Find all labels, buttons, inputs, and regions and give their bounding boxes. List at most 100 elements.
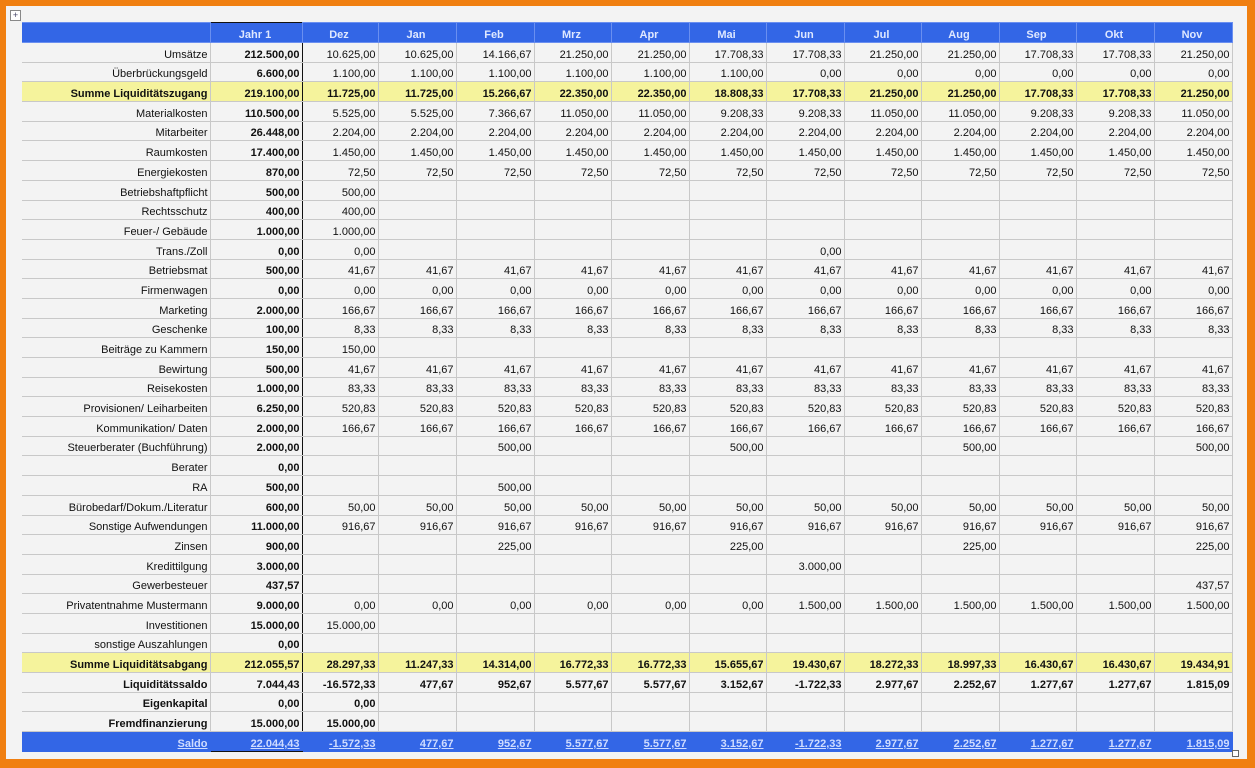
month-value-cell[interactable]: 72,50: [301, 160, 379, 181]
month-value-cell[interactable]: 15.655,67: [688, 652, 767, 673]
month-value-cell[interactable]: 1.100,00: [455, 61, 535, 83]
month-value-cell[interactable]: 3.000,00: [765, 553, 845, 575]
month-value-cell[interactable]: [998, 553, 1077, 575]
row-label-cell[interactable]: Trans./Zoll: [22, 238, 211, 260]
month-value-cell[interactable]: [610, 573, 690, 595]
year-total-cell[interactable]: 212.500,00: [209, 42, 303, 63]
column-header-jul[interactable]: Jul: [843, 22, 922, 43]
month-value-cell[interactable]: [377, 475, 457, 496]
month-value-cell[interactable]: 41,67: [1075, 357, 1155, 378]
month-value-cell[interactable]: [920, 573, 1000, 595]
month-value-cell[interactable]: 2.204,00: [920, 120, 1000, 142]
month-value-cell[interactable]: 500,00: [455, 435, 535, 457]
month-value-cell[interactable]: 952,67: [455, 731, 535, 752]
year-total-cell[interactable]: 15.000,00: [209, 612, 303, 634]
month-value-cell[interactable]: 1.100,00: [377, 61, 457, 83]
month-value-cell[interactable]: 16.772,33: [533, 652, 612, 673]
month-value-cell[interactable]: [765, 179, 845, 201]
month-value-cell[interactable]: [610, 553, 690, 575]
month-value-cell[interactable]: 18.272,33: [843, 652, 922, 673]
month-value-cell[interactable]: 1.450,00: [765, 140, 845, 162]
month-value-cell[interactable]: -16.572,33: [301, 672, 379, 693]
year-total-cell[interactable]: 500,00: [209, 179, 303, 201]
month-value-cell[interactable]: 166,67: [1153, 416, 1233, 437]
month-value-cell[interactable]: 500,00: [688, 435, 767, 457]
month-value-cell[interactable]: 0,00: [998, 278, 1077, 299]
month-value-cell[interactable]: [688, 612, 767, 634]
month-value-cell[interactable]: [1075, 219, 1155, 240]
month-value-cell[interactable]: 8,33: [920, 317, 1000, 339]
month-value-cell[interactable]: [377, 337, 457, 358]
month-value-cell[interactable]: 0,00: [301, 691, 379, 713]
month-value-cell[interactable]: [920, 475, 1000, 496]
month-value-cell[interactable]: 952,67: [455, 672, 535, 693]
month-value-cell[interactable]: 166,67: [688, 416, 767, 437]
month-value-cell[interactable]: 1.100,00: [301, 61, 379, 83]
column-header-mrz[interactable]: Mrz: [533, 22, 612, 43]
month-value-cell[interactable]: [1153, 199, 1233, 221]
month-value-cell[interactable]: 72,50: [533, 160, 612, 181]
year-total-cell[interactable]: 15.000,00: [209, 711, 303, 733]
month-value-cell[interactable]: 3.152,67: [688, 672, 767, 693]
month-value-cell[interactable]: 0,00: [765, 238, 845, 260]
month-value-cell[interactable]: [998, 337, 1077, 358]
month-value-cell[interactable]: [610, 455, 690, 477]
month-value-cell[interactable]: [920, 553, 1000, 575]
month-value-cell[interactable]: 41,67: [920, 258, 1000, 280]
month-value-cell[interactable]: 166,67: [455, 297, 535, 319]
month-value-cell[interactable]: 5.577,67: [533, 731, 612, 752]
month-value-cell[interactable]: 1.500,00: [998, 593, 1077, 614]
row-label-cell[interactable]: Rechtsschutz: [22, 199, 211, 221]
month-value-cell[interactable]: 916,67: [920, 514, 1000, 536]
month-value-cell[interactable]: [843, 475, 922, 496]
month-value-cell[interactable]: 1.500,00: [1075, 593, 1155, 614]
month-value-cell[interactable]: [455, 711, 535, 733]
column-header-aug[interactable]: Aug: [920, 22, 1000, 43]
month-value-cell[interactable]: 1.450,00: [688, 140, 767, 162]
month-value-cell[interactable]: 166,67: [533, 416, 612, 437]
month-value-cell[interactable]: [1075, 632, 1155, 654]
month-value-cell[interactable]: 8,33: [843, 317, 922, 339]
month-value-cell[interactable]: [1153, 219, 1233, 240]
month-value-cell[interactable]: 0,00: [301, 593, 379, 614]
month-value-cell[interactable]: [920, 337, 1000, 358]
month-value-cell[interactable]: 166,67: [998, 416, 1077, 437]
month-value-cell[interactable]: [533, 238, 612, 260]
month-value-cell[interactable]: 0,00: [1153, 61, 1233, 83]
month-value-cell[interactable]: 8,33: [688, 317, 767, 339]
year-total-cell[interactable]: 0,00: [209, 455, 303, 477]
month-value-cell[interactable]: 41,67: [455, 357, 535, 378]
month-value-cell[interactable]: 2.204,00: [610, 120, 690, 142]
year-total-cell[interactable]: 600,00: [209, 494, 303, 516]
month-value-cell[interactable]: 17.708,33: [765, 81, 845, 103]
month-value-cell[interactable]: [920, 632, 1000, 654]
month-value-cell[interactable]: 0,00: [998, 61, 1077, 83]
month-value-cell[interactable]: [533, 612, 612, 634]
month-value-cell[interactable]: 2.204,00: [377, 120, 457, 142]
year-total-cell[interactable]: 9.000,00: [209, 593, 303, 614]
year-total-cell[interactable]: 1.000,00: [209, 376, 303, 398]
month-value-cell[interactable]: [1075, 199, 1155, 221]
row-label-cell[interactable]: Summe Liquiditätszugang: [22, 81, 211, 103]
year-total-cell[interactable]: 110.500,00: [209, 101, 303, 122]
month-value-cell[interactable]: 19.434,91: [1153, 652, 1233, 673]
month-value-cell[interactable]: 1.450,00: [920, 140, 1000, 162]
year-total-cell[interactable]: 212.055,57: [209, 652, 303, 673]
row-label-cell[interactable]: Berater: [22, 455, 211, 477]
month-value-cell[interactable]: [688, 455, 767, 477]
row-label-cell[interactable]: Kommunikation/ Daten: [22, 416, 211, 437]
month-value-cell[interactable]: [1075, 711, 1155, 733]
month-value-cell[interactable]: [765, 691, 845, 713]
month-value-cell[interactable]: [610, 199, 690, 221]
month-value-cell[interactable]: 41,67: [688, 258, 767, 280]
month-value-cell[interactable]: [455, 612, 535, 634]
year-total-cell[interactable]: 2.000,00: [209, 416, 303, 437]
month-value-cell[interactable]: [377, 573, 457, 595]
month-value-cell[interactable]: 9.208,33: [765, 101, 845, 122]
month-value-cell[interactable]: 72,50: [843, 160, 922, 181]
month-value-cell[interactable]: [1153, 632, 1233, 654]
year-total-cell[interactable]: 7.044,43: [209, 672, 303, 693]
month-value-cell[interactable]: [377, 534, 457, 555]
month-value-cell[interactable]: 50,00: [610, 494, 690, 516]
month-value-cell[interactable]: 15.000,00: [301, 711, 379, 733]
